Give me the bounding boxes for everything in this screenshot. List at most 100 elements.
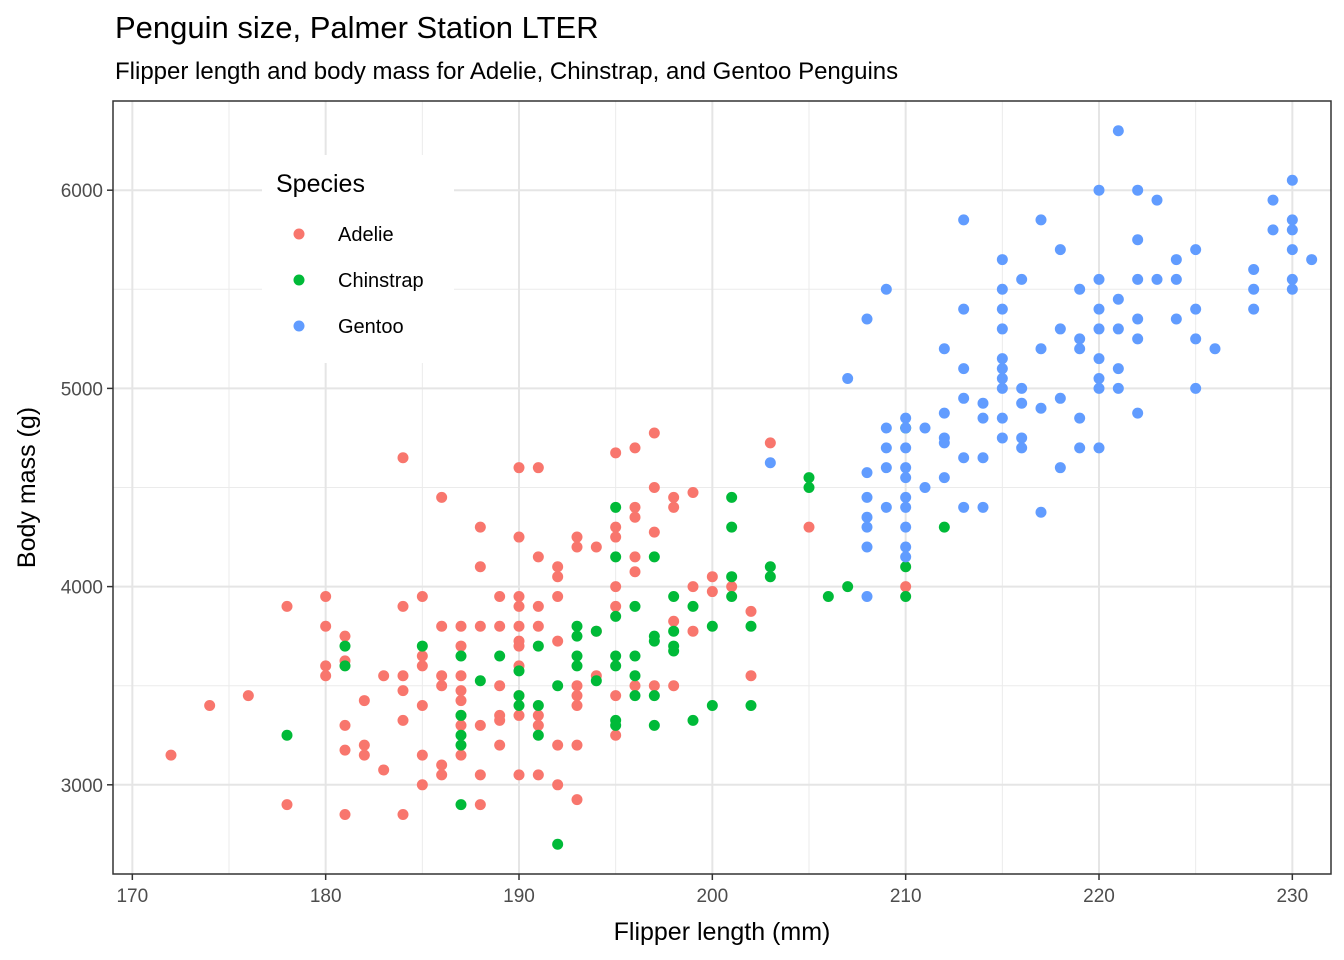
- data-point-adelie: [474, 769, 486, 781]
- x-tick-label: 220: [1083, 886, 1115, 907]
- data-point-gentoo: [900, 422, 912, 434]
- data-point-adelie: [513, 591, 525, 603]
- data-point-gentoo: [1054, 244, 1066, 256]
- data-point-adelie: [416, 650, 428, 662]
- data-point-adelie: [764, 437, 776, 449]
- data-point-adelie: [610, 581, 622, 593]
- data-point-adelie: [378, 670, 390, 682]
- data-point-chinstrap: [668, 645, 680, 657]
- data-point-gentoo: [977, 452, 989, 464]
- data-point-adelie: [455, 640, 467, 652]
- data-point-adelie: [552, 561, 564, 573]
- data-point-gentoo: [1093, 372, 1105, 384]
- data-point-gentoo: [977, 397, 989, 409]
- data-point-adelie: [165, 749, 177, 761]
- data-point-adelie: [436, 491, 448, 503]
- data-point-gentoo: [1190, 303, 1202, 315]
- data-point-adelie: [532, 620, 544, 632]
- data-point-adelie: [571, 739, 583, 751]
- data-point-chinstrap: [726, 571, 738, 583]
- data-point-adelie: [320, 591, 332, 603]
- data-point-gentoo: [1112, 125, 1124, 137]
- data-point-adelie: [416, 749, 428, 761]
- data-point-gentoo: [1035, 402, 1047, 414]
- data-point-adelie: [687, 486, 699, 498]
- data-point-chinstrap: [822, 591, 834, 603]
- data-point-adelie: [552, 591, 564, 603]
- data-point-adelie: [474, 521, 486, 533]
- data-point-adelie: [339, 630, 351, 642]
- data-point-adelie: [532, 709, 544, 721]
- y-axis-title: Body mass (g): [13, 407, 41, 568]
- data-point-chinstrap: [571, 650, 583, 662]
- data-point-gentoo: [1209, 343, 1221, 355]
- data-point-adelie: [706, 571, 718, 583]
- x-tick-label: 180: [310, 886, 342, 907]
- data-point-gentoo: [996, 303, 1008, 315]
- data-point-gentoo: [900, 551, 912, 563]
- data-point-chinstrap: [629, 600, 641, 612]
- data-point-gentoo: [1248, 283, 1260, 295]
- data-point-gentoo: [1267, 194, 1279, 206]
- data-point-gentoo: [1074, 283, 1086, 295]
- data-point-adelie: [513, 709, 525, 721]
- data-point-adelie: [629, 442, 641, 454]
- data-point-gentoo: [1016, 442, 1028, 454]
- data-point-adelie: [513, 620, 525, 632]
- data-point-gentoo: [958, 501, 970, 513]
- data-point-chinstrap: [803, 472, 815, 484]
- data-point-adelie: [571, 680, 583, 692]
- data-point-chinstrap: [610, 719, 622, 731]
- legend-key-adelie: [293, 228, 305, 240]
- data-point-gentoo: [1267, 224, 1279, 236]
- data-points: [165, 125, 1318, 850]
- data-point-adelie: [726, 581, 738, 593]
- data-point-gentoo: [958, 363, 970, 375]
- data-point-gentoo: [1286, 273, 1298, 285]
- data-point-gentoo: [1132, 407, 1144, 419]
- data-point-gentoo: [1132, 184, 1144, 196]
- panel-border: [112, 100, 1332, 875]
- data-point-chinstrap: [900, 591, 912, 603]
- data-point-adelie: [513, 462, 525, 474]
- data-point-adelie: [552, 779, 564, 791]
- data-point-chinstrap: [610, 660, 622, 672]
- data-point-chinstrap: [455, 799, 467, 811]
- data-point-chinstrap: [900, 561, 912, 573]
- x-tick-label: 230: [1276, 886, 1308, 907]
- data-point-chinstrap: [629, 690, 641, 702]
- data-point-chinstrap: [552, 680, 564, 692]
- data-point-gentoo: [958, 452, 970, 464]
- data-point-gentoo: [861, 521, 873, 533]
- data-point-adelie: [803, 521, 815, 533]
- data-point-chinstrap: [745, 700, 757, 712]
- data-point-chinstrap: [571, 630, 583, 642]
- data-point-gentoo: [900, 462, 912, 474]
- data-point-gentoo: [900, 472, 912, 484]
- grid-lines: [113, 101, 1331, 874]
- data-point-gentoo: [996, 254, 1008, 266]
- data-point-gentoo: [900, 442, 912, 454]
- data-point-chinstrap: [842, 581, 854, 593]
- data-point-gentoo: [958, 214, 970, 226]
- data-point-gentoo: [1016, 432, 1028, 444]
- data-point-chinstrap: [532, 640, 544, 652]
- data-point-adelie: [687, 625, 699, 637]
- data-point-chinstrap: [590, 625, 602, 637]
- legend: Species Adelie Chinstrap Gentoo: [262, 155, 454, 363]
- data-point-gentoo: [1035, 214, 1047, 226]
- data-point-adelie: [687, 581, 699, 593]
- data-point-gentoo: [1286, 174, 1298, 186]
- data-point-adelie: [552, 635, 564, 647]
- y-tick-label: 6000: [61, 181, 103, 202]
- data-point-chinstrap: [474, 675, 486, 687]
- data-point-gentoo: [1093, 442, 1105, 454]
- data-point-chinstrap: [938, 521, 950, 533]
- legend-label-gentoo: Gentoo: [338, 316, 404, 338]
- data-point-chinstrap: [629, 670, 641, 682]
- data-point-gentoo: [880, 501, 892, 513]
- data-point-adelie: [455, 685, 467, 697]
- data-point-chinstrap: [610, 501, 622, 513]
- data-point-adelie: [242, 690, 254, 702]
- data-point-adelie: [648, 427, 660, 439]
